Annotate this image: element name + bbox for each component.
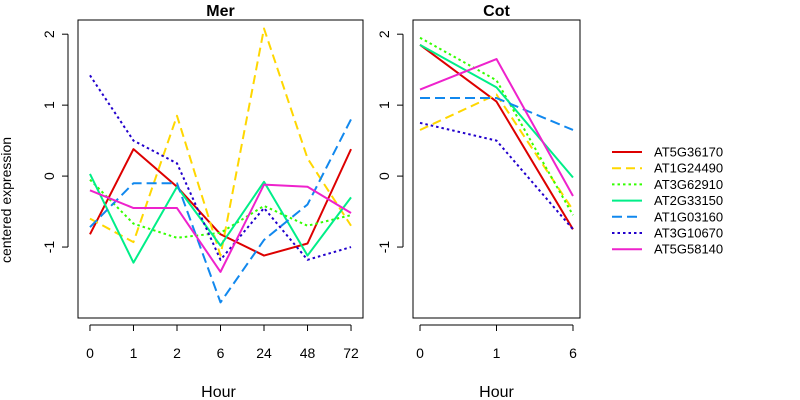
series-line-at5g36170	[419, 44, 574, 230]
y-axis-label: centered expression	[0, 137, 14, 263]
legend-entry-label: AT1G24490	[654, 161, 723, 176]
legend-entry-label: AT2G33150	[654, 193, 723, 208]
series-line-at1g24490	[89, 27, 352, 257]
x-tick-label: 0	[416, 345, 424, 361]
x-tick-label: 1	[493, 345, 501, 361]
y-tick-label: -1	[376, 241, 392, 254]
legend-entry-label: AT1G03160	[654, 209, 723, 224]
legend-entry-label: AT5G36170	[654, 145, 723, 160]
x-tick-label: 24	[256, 345, 272, 361]
legend-entry-label: AT5G58140	[654, 242, 723, 257]
plot-frame	[412, 19, 581, 319]
x-tick-label: 6	[217, 345, 225, 361]
series-line-at2g33150	[89, 173, 352, 264]
y-tick-label: 0	[376, 172, 392, 180]
series-line-at1g03160	[89, 118, 352, 304]
series-line-at2g33150	[419, 43, 574, 179]
y-tick-label: 1	[376, 101, 392, 109]
y-tick-label: 1	[41, 101, 57, 109]
series-line-at5g36170	[89, 148, 352, 257]
x-tick-label: 0	[86, 345, 94, 361]
x-axis-label: Hour	[479, 384, 514, 400]
series-line-at5g58140	[89, 183, 352, 273]
y-tick-label: 0	[41, 172, 57, 180]
series-line-at3g62910	[419, 36, 574, 216]
y-tick-label: -1	[41, 241, 57, 254]
series-line-at3g10670	[419, 121, 574, 230]
legend: AT5G36170AT1G24490AT3G62910AT2G33150AT1G…	[612, 145, 723, 257]
series-line-at3g62910	[89, 178, 352, 239]
series-line-at1g03160	[420, 97, 574, 131]
legend-entry-label: AT3G10670	[654, 226, 723, 241]
chart-title: Cot	[483, 3, 510, 20]
x-tick-label: 1	[130, 345, 138, 361]
plot-frame	[77, 19, 364, 319]
chart-panel-cot: Cot 0 1 6 -1 0 1 2 Hour	[376, 3, 581, 400]
series-line-at5g58140	[419, 58, 574, 197]
x-tick-label: 6	[569, 345, 577, 361]
y-tick-label: 2	[376, 30, 392, 38]
x-tick-label: 48	[300, 345, 316, 361]
y-tick-label: 2	[41, 30, 57, 38]
legend-entry-label: AT3G62910	[654, 177, 723, 192]
series-line-at1g24490	[419, 93, 574, 211]
chart-panels: Mer 0 1 2 6 24 48 72 -1 0 1 2 Hour Cot 0 1 6 -1 0 1 2 Hour	[41, 3, 581, 400]
x-tick-label: 72	[343, 345, 359, 361]
chart-panel-mer: Mer 0 1 2 6 24 48 72 -1 0 1 2 Hour	[41, 3, 364, 400]
series-line-at3g10670	[89, 74, 352, 261]
x-axis-label: Hour	[201, 384, 236, 400]
chart-title: Mer	[206, 3, 234, 20]
x-tick-label: 2	[173, 345, 181, 361]
